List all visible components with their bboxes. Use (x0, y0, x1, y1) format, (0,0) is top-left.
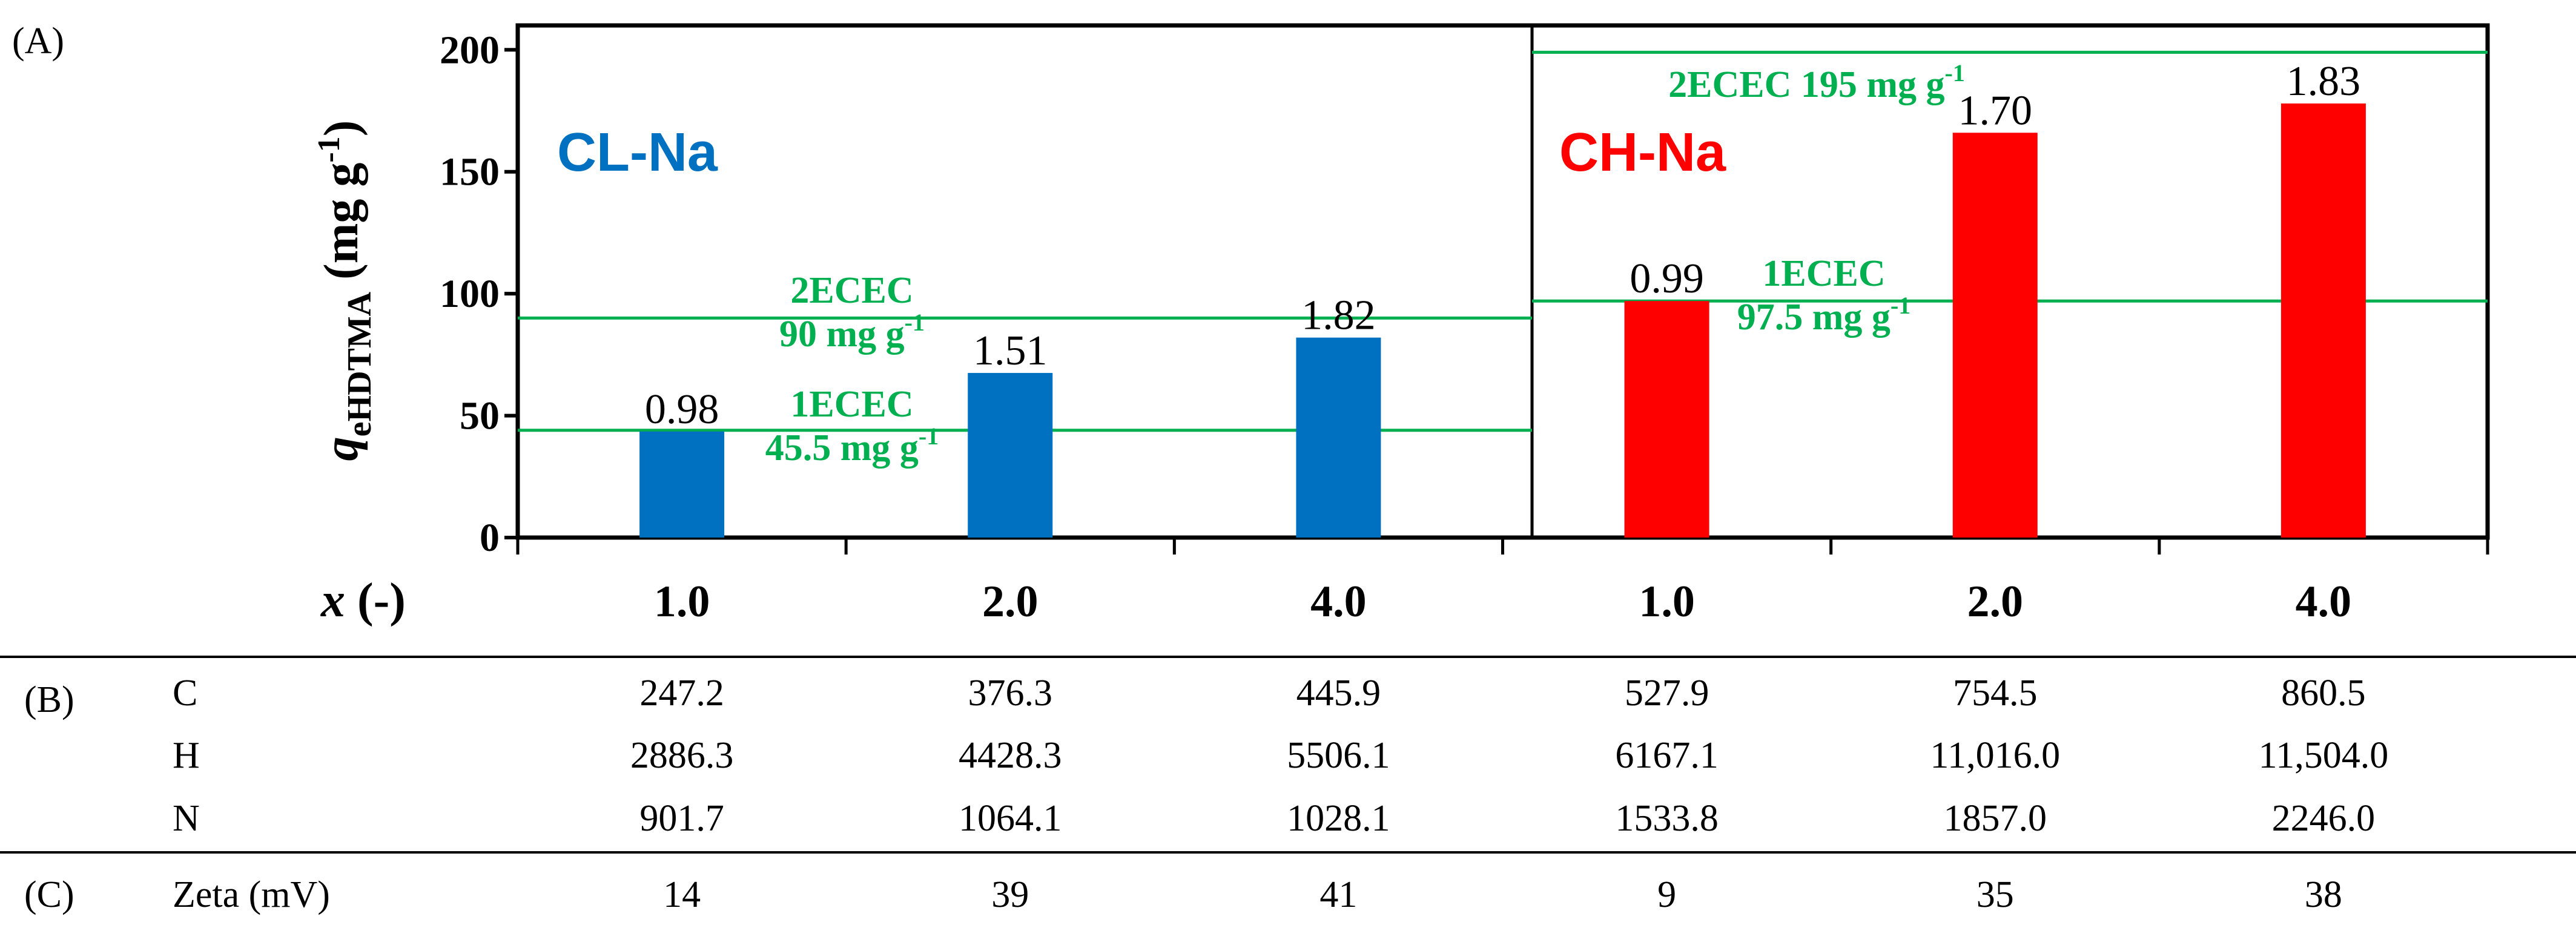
reference-lines (518, 50, 2488, 432)
table-c-cell: 14 (663, 874, 701, 915)
y-axis-title-main: q (315, 436, 368, 461)
x-axis-title-var: x (320, 574, 345, 627)
y-axis-title-close: ) (315, 120, 368, 137)
x-category-label: 4.0 (2296, 577, 2352, 627)
reference-label-0-1: 2ECEC 90 mg g-1 (779, 270, 925, 355)
table-c-row-name: Zeta (mV) (173, 874, 330, 915)
table-b-cell: 11,016.0 (1930, 735, 2060, 776)
table-b-cell: 1028.1 (1287, 798, 1390, 839)
table-b-cell: 376.3 (968, 673, 1053, 714)
panel-label-c: (C) (24, 874, 74, 915)
bar-value-label: 1.51 (973, 328, 1048, 374)
y-tick-label: 0 (480, 516, 500, 560)
table-b-cell: 6167.1 (1615, 735, 1719, 776)
x-category-label: 2.0 (1967, 577, 2024, 627)
panel-label-b: (B) (24, 679, 74, 720)
table-c-cell: 39 (991, 874, 1029, 915)
table-c: Zeta (mV) 14 39 41 9 35 38 (173, 874, 2342, 915)
reference-label-line2: 97.5 mg g (1737, 297, 1891, 338)
reference-label-sup: -1 (905, 309, 925, 336)
bar-value-labels: 0.98 1.51 1.82 0.99 1.70 1.83 (645, 58, 2360, 433)
bar-cl-na-2.0 (968, 373, 1053, 538)
table-b-cell: 2886.3 (630, 735, 734, 776)
reference-label-line2: 90 mg g (779, 314, 905, 355)
bar-value-label: 0.98 (645, 386, 719, 433)
bar-value-label: 1.82 (1301, 292, 1376, 339)
x-category-label: 1.0 (654, 577, 710, 627)
table-b-row-name: H (173, 735, 200, 776)
reference-label-line1: 1ECEC (1762, 253, 1885, 294)
y-axis: 0 50 100 150 200 (440, 28, 518, 560)
y-tick-label: 200 (440, 28, 500, 72)
bar-ch-na-1.0 (1624, 301, 1709, 538)
reference-label-sup: -1 (1945, 59, 1965, 87)
table-b-cell: 1064.1 (959, 798, 1062, 839)
bar-value-label: 1.83 (2287, 58, 2361, 105)
table-c-cell: 38 (2305, 874, 2342, 915)
group-label-ch-na: CH-Na (1559, 122, 1726, 183)
x-axis-category-labels: 1.0 2.0 4.0 1.0 2.0 4.0 (654, 577, 2351, 627)
bar-ch-na-4.0 (2280, 103, 2366, 538)
table-b-cell: 901.7 (639, 798, 724, 839)
table-c-cell: 9 (1657, 874, 1676, 915)
y-axis-title-sup: -1 (312, 136, 346, 162)
reference-label-0-0: 1ECEC 45.5 mg g-1 (765, 384, 939, 469)
group-labels: CL-Na CH-Na (557, 122, 1726, 183)
table-b-cell: 754.5 (1953, 673, 2038, 714)
y-tick-label: 50 (460, 394, 500, 438)
table-b-cell: 527.9 (1625, 673, 1709, 714)
bar-cl-na-4.0 (1296, 337, 1381, 538)
y-axis-title: qeHDTMA (mg g-1) (312, 120, 378, 461)
bar-value-label: 1.70 (1958, 87, 2033, 134)
bar-cl-na-1.0 (639, 431, 725, 538)
x-axis-title: x (-) (320, 574, 406, 627)
bar-ch-na-2.0 (1952, 133, 2038, 538)
table-b-row-name: C (173, 673, 197, 714)
bars (639, 103, 2366, 538)
reference-label-1-0: 1ECEC 97.5 mg g-1 (1737, 253, 1911, 338)
x-axis-ticks (516, 538, 2489, 555)
table-b-row-name: N (173, 798, 200, 839)
table-b-cell: 445.9 (1296, 673, 1381, 714)
table-b: C 247.2 376.3 445.9 527.9 754.5 860.5 H 2886.3 44… (173, 673, 2388, 839)
reference-label-sup: -1 (919, 423, 939, 450)
table-b-cell: 1857.0 (1944, 798, 2047, 839)
reference-label-1-1: 2ECEC 195 mg g-1 (1668, 59, 1965, 105)
panel-label-a: (A) (12, 21, 64, 62)
table-b-cell: 1533.8 (1615, 798, 1719, 839)
reference-label-sup: -1 (1891, 292, 1911, 319)
group-label-cl-na: CL-Na (557, 122, 718, 183)
y-tick-label: 100 (440, 272, 500, 316)
reference-label-line2: 45.5 mg g (765, 427, 919, 469)
y-tick-label: 150 (440, 150, 500, 194)
table-b-cell: 5506.1 (1287, 735, 1390, 776)
x-category-label: 4.0 (1310, 577, 1367, 627)
y-axis-title-sub: eHDTMA (341, 291, 378, 436)
table-c-cell: 41 (1319, 874, 1357, 915)
table-b-cell: 4428.3 (959, 735, 1062, 776)
x-category-label: 1.0 (1639, 577, 1695, 627)
reference-label-line1: 1ECEC (790, 384, 913, 425)
reference-label-line1: 2ECEC 195 mg g (1668, 64, 1944, 105)
table-b-cell: 247.2 (639, 673, 724, 714)
table-b-cell: 860.5 (2281, 673, 2366, 714)
reference-label-line1: 2ECEC (790, 270, 913, 311)
y-axis-title-unit: (mg g (315, 163, 368, 292)
x-category-label: 2.0 (982, 577, 1039, 627)
table-b-cell: 11,504.0 (2259, 735, 2389, 776)
table-b-cell: 2246.0 (2272, 798, 2376, 839)
table-c-cell: 35 (1977, 874, 2014, 915)
bar-value-label: 0.99 (1630, 255, 1704, 302)
x-axis-title-unit: (-) (345, 574, 406, 627)
